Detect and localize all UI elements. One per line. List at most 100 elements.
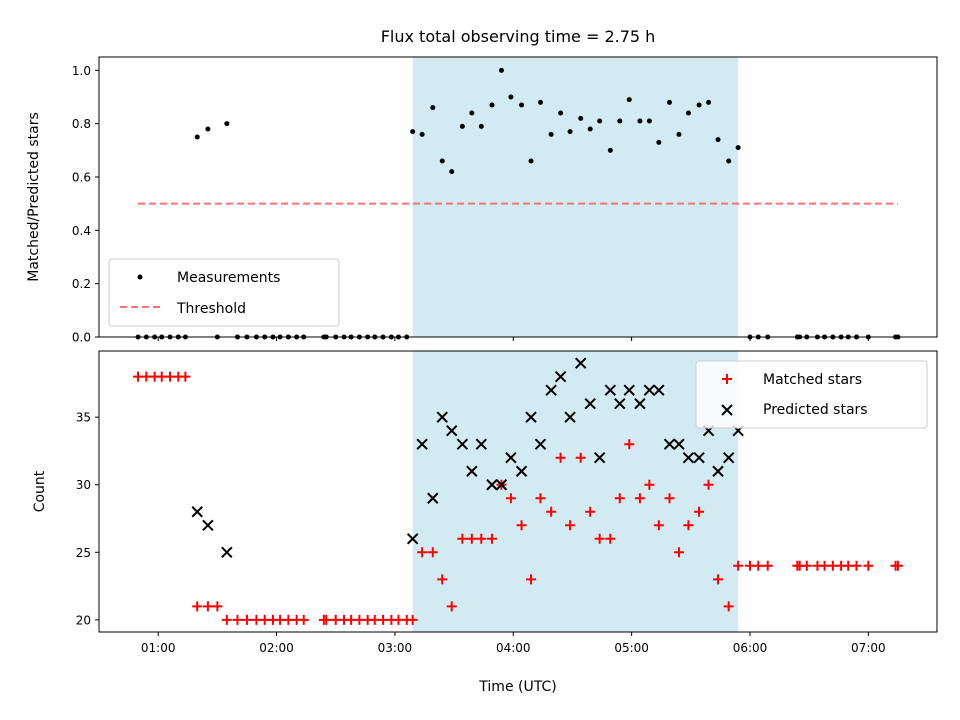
matched-star-point [202,601,213,612]
measurement-point [676,131,682,137]
measurement-point [439,158,445,164]
matched-star-point [634,493,645,504]
matched-star-point [605,533,616,544]
matched-star-point [476,533,487,544]
measurement-point [528,158,534,164]
observing-window-shade-lower [412,351,739,632]
predicted-star-point [525,411,537,423]
matched-star-point [232,614,243,625]
ratio-y-axis-label: Matched/Predicted stars [26,112,42,282]
measurement-point [617,118,623,124]
matched-star-point [427,547,438,558]
predicted-star-point [663,438,676,450]
measurement-point [646,118,652,124]
measurement-point [489,102,495,108]
measurement-point [194,134,200,140]
x-axis-label: Time (UTC) [478,679,556,695]
measurement-point [430,105,436,111]
predicted-star-point [593,452,606,464]
measurement-point [567,129,573,135]
predicted-star-point [495,479,508,491]
predicted-star-point [427,492,439,504]
count-axis-ticks: 20 25 30 35 01:00 02:00 03:00 04:00 05:00 06:00 07… [76,411,886,655]
matched-star-point [505,493,516,504]
x-tick-label: 04:00 [496,641,531,655]
predicted-star-point [202,519,214,531]
predicted-star-point [614,397,626,410]
x-tick-label: 06:00 [733,641,768,655]
predicted-star-point [475,438,488,450]
predicted-star-point [545,384,557,396]
matched-star-point [192,601,203,612]
predicted-star-point [436,411,448,423]
predicted-star-point [575,357,587,369]
count-y-axis-label: Count [32,470,48,512]
predicted-star-point [515,465,528,477]
legend-predicted-marker [721,404,733,416]
measurement-point [478,123,484,129]
matched-star-point [437,574,448,585]
predicted-star-point [653,384,665,396]
predicted-star-point [722,452,735,464]
matched-star-point [762,560,773,571]
measurement-point [696,102,702,108]
matched-star-point [526,574,537,585]
predicted-star-point [673,438,685,450]
matched-star-point [446,601,457,612]
matched-star-point [585,506,596,517]
predicted-star-point [564,411,576,423]
measurement-point [459,123,465,129]
measurement-point [548,131,554,137]
predicted-star-point [693,452,705,464]
count-plot-frame [98,350,938,633]
chart-title: Flux total observing time = 2.75 h [381,27,656,46]
predicted-star-point [712,465,724,477]
matched-star-point [594,533,605,544]
matched-star-point [516,520,527,531]
predicted-star-point [406,533,419,545]
legend-matched-label: Matched stars [763,372,862,388]
matched-star-point [644,479,655,490]
matched-star-point [546,506,557,517]
matched-star-point [653,520,664,531]
predicted-star-point [446,424,458,437]
x-tick-label: 05:00 [614,641,649,655]
matched-star-point [212,601,223,612]
predicted-star-point [682,452,695,464]
legend-measurements-marker [137,274,143,280]
matched-star-point [733,560,744,571]
measurement-point [224,121,230,127]
measurement-point [558,110,564,116]
count-legend-box [695,360,928,429]
x-tick-label: 03:00 [378,641,413,655]
measurement-point [205,126,211,132]
matched-star-point [298,614,309,625]
measurement-point [419,131,425,137]
legend-measurements-label: Measurements [177,270,280,286]
measurement-point [537,99,543,105]
matched-star-point [863,560,874,571]
predicted-star-point [623,384,635,396]
measurement-point [587,126,593,132]
x-tick-label: 07:00 [851,641,886,655]
matched-star-point [673,547,684,558]
matched-star-point [753,560,764,571]
matched-star-point [486,533,497,544]
measurement-point [715,137,721,143]
count-marks [133,357,903,625]
y-tick-label: 1.0 [72,64,91,78]
matched-star-point [180,371,191,382]
matched-star-point [614,493,625,504]
predicted-star-point [466,465,478,477]
legend-matched-marker [722,374,732,384]
matched-star-point [241,614,252,625]
matched-star-point [703,479,714,490]
predicted-star-point [534,438,547,450]
y-tick-label: 20 [76,613,91,627]
predicted-star-point [554,370,567,383]
y-tick-label: 0.0 [72,331,91,345]
y-tick-label: 0.6 [72,171,91,185]
matched-star-point [892,560,903,571]
matched-star-point [407,614,418,625]
